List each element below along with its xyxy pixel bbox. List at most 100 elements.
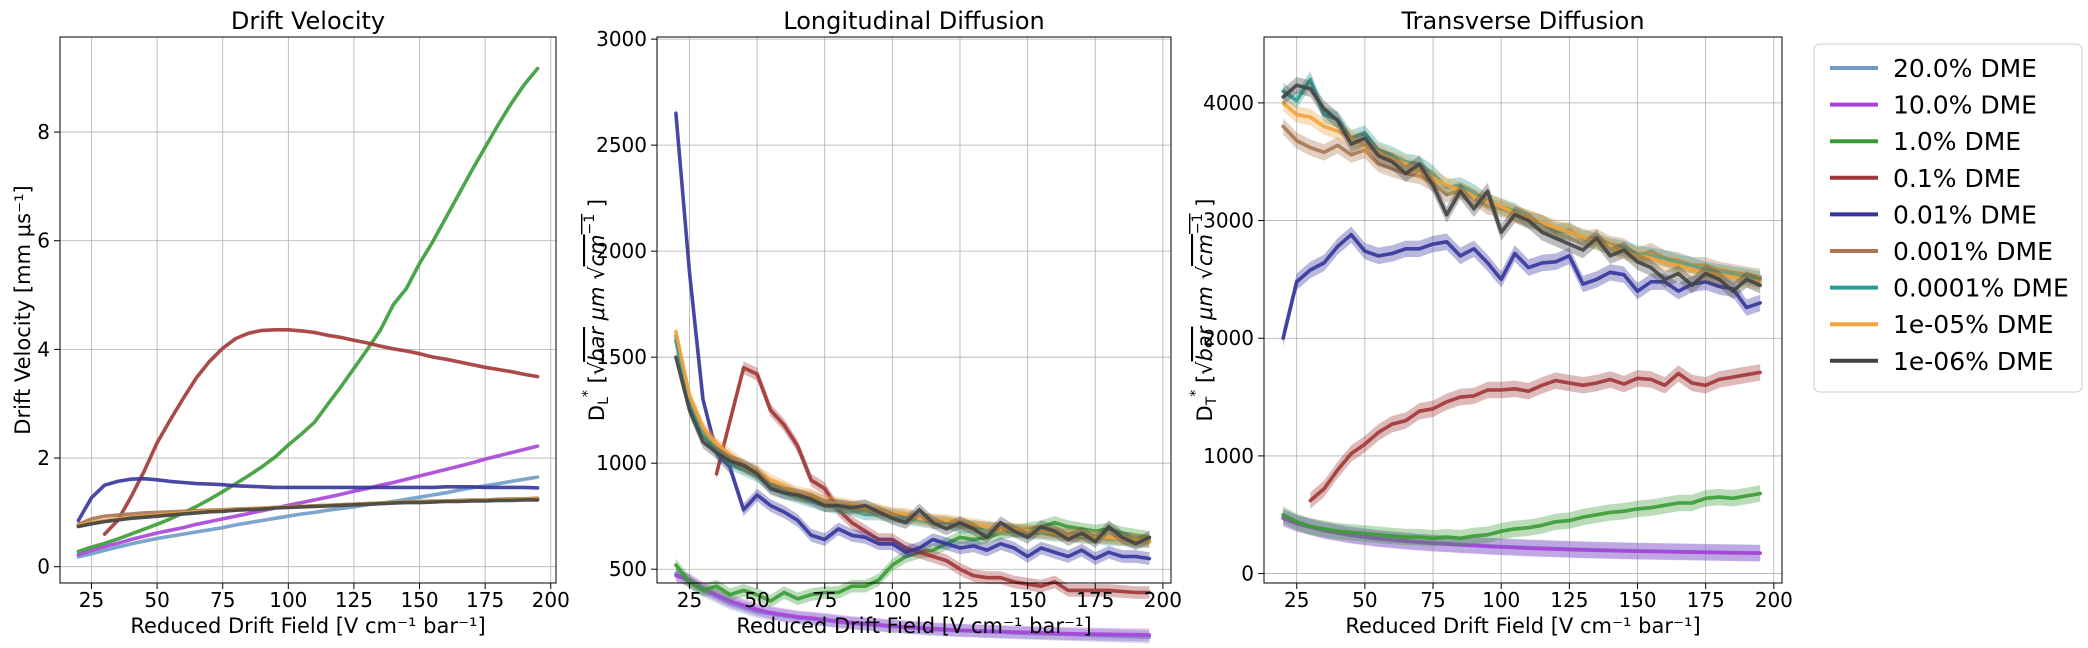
y-tick-label: 2000 — [1203, 326, 1254, 350]
series-band — [675, 350, 1150, 551]
series-line — [714, 365, 1152, 595]
x-tick-label: 200 — [1755, 588, 1793, 612]
series-line — [674, 573, 1152, 637]
series-line — [76, 444, 540, 557]
x-tick-label: 25 — [677, 588, 702, 612]
y-tick-label: 2 — [37, 446, 50, 470]
x-tick-label: 200 — [1144, 588, 1182, 612]
y-tick-label: 4 — [37, 337, 50, 361]
chart-title: Transverse Diffusion — [1400, 7, 1644, 35]
series-line — [1281, 77, 1762, 282]
series-band — [1283, 94, 1761, 290]
legend-item: 0.001% DME — [1830, 237, 2053, 266]
series-band — [1310, 364, 1761, 509]
legend-label: 0.0001% DME — [1893, 274, 2069, 303]
series-band — [1283, 508, 1761, 562]
y-axis-label: Drift Velocity [mm μs⁻¹] — [11, 185, 35, 434]
series-band — [1283, 226, 1761, 347]
x-tick-label: 100 — [269, 588, 307, 612]
x-tick-label: 175 — [1076, 588, 1114, 612]
x-axis-label: Reduced Drift Field [V cm⁻¹ bar⁻¹] — [130, 614, 485, 638]
legend-label: 1e-05% DME — [1893, 310, 2053, 339]
series-band — [1283, 485, 1761, 547]
x-tick-label: 25 — [79, 588, 104, 612]
x-tick-label: 100 — [873, 588, 911, 612]
legend-item: 0.01% DME — [1830, 200, 2037, 229]
y-tick-label: 0 — [1241, 562, 1254, 586]
legend-label: 0.01% DME — [1893, 200, 2037, 229]
y-tick-label: 0 — [37, 555, 50, 579]
chart-title: Drift Velocity — [231, 7, 385, 35]
x-tick-label: 25 — [1284, 588, 1309, 612]
x-tick-label: 150 — [1009, 588, 1047, 612]
x-tick-label: 125 — [335, 588, 373, 612]
legend-item: 0.1% DME — [1830, 164, 2021, 193]
series-line — [674, 520, 1152, 603]
y-tick-label: 4000 — [1203, 91, 1254, 115]
y-tick-label: 2000 — [596, 239, 647, 263]
series-line — [674, 355, 1152, 546]
legend-item: 10.0% DME — [1830, 91, 2037, 120]
x-tick-label: 150 — [400, 588, 438, 612]
y-axis-label: DL* [√bar μm √cm−1 ] — [580, 199, 612, 421]
x-tick-label: 150 — [1618, 588, 1656, 612]
legend-item: 20.0% DME — [1830, 54, 2037, 83]
series-band — [1283, 510, 1761, 562]
chart-panel-3: 25 50 75 100 125 150 175 20001000200030004000Tr… — [1188, 7, 1793, 638]
legend-label: 0.001% DME — [1893, 237, 2053, 266]
y-tick-label: 3000 — [596, 27, 647, 51]
legend-label: 1e-06% DME — [1893, 347, 2053, 376]
x-tick-label: 100 — [1482, 588, 1520, 612]
x-tick-label: 50 — [744, 588, 769, 612]
x-tick-label: 125 — [1550, 588, 1588, 612]
legend-label: 20.0% DME — [1893, 54, 2037, 83]
legend-label: 10.0% DME — [1893, 91, 2037, 120]
x-tick-label: 175 — [466, 588, 504, 612]
x-tick-label: 50 — [1352, 588, 1377, 612]
x-tick-label: 125 — [941, 588, 979, 612]
legend-item: 1.0% DME — [1830, 127, 2021, 156]
series-line — [76, 476, 540, 523]
x-tick-label: 200 — [532, 588, 570, 612]
y-tick-label: 500 — [609, 557, 647, 581]
chart-panel-1: 25 50 75 100 125 150 175 200 0 2 4 6 8 Drift Velocity… — [11, 7, 570, 638]
series-line — [76, 498, 540, 529]
series-line — [76, 66, 540, 554]
y-tick-label: 6 — [37, 229, 50, 253]
legend-item: 0.0001% DME — [1830, 274, 2069, 303]
legend-label: 1.0% DME — [1893, 127, 2021, 156]
x-axis-label: Reduced Drift Field [V cm⁻¹ bar⁻¹] — [736, 614, 1091, 638]
plot-frame — [656, 36, 1172, 584]
legend-frame — [1813, 43, 2083, 393]
x-tick-label: 75 — [210, 588, 235, 612]
series-line — [1281, 516, 1762, 556]
legend-item: 1e-06% DME — [1830, 347, 2053, 376]
x-tick-label: 175 — [1687, 588, 1725, 612]
y-tick-label: 8 — [37, 120, 50, 144]
series-line — [1308, 370, 1762, 503]
series-line — [1281, 83, 1762, 294]
series-band — [675, 107, 1150, 565]
y-tick-label: 1000 — [1203, 444, 1254, 468]
legend-label: 0.1% DME — [1893, 164, 2021, 193]
series-line — [1281, 232, 1762, 341]
series-line — [1281, 491, 1762, 541]
legend-item: 1e-05% DME — [1830, 310, 2053, 339]
chart-panel-2: 25 50 75 100 125 150 175 200 500 1000 1500 2000 2500… — [580, 7, 1182, 644]
plot-frame — [59, 36, 557, 584]
series-band — [675, 516, 1150, 608]
y-axis-label: DT* [√bar μm √cm−1 ] — [1188, 199, 1220, 422]
y-tick-label: 1000 — [596, 451, 647, 475]
y-tick-label: 3000 — [1203, 209, 1254, 233]
series-line — [102, 327, 540, 536]
x-tick-label: 75 — [1420, 588, 1445, 612]
series-band — [1283, 71, 1761, 288]
series-line — [674, 111, 1152, 561]
x-axis-label: Reduced Drift Field [V cm⁻¹ bar⁻¹] — [1345, 614, 1700, 638]
series-line — [76, 475, 540, 559]
x-tick-label: 75 — [812, 588, 837, 612]
x-tick-label: 50 — [144, 588, 169, 612]
y-tick-label: 2500 — [596, 133, 647, 157]
plot-frame — [1263, 36, 1783, 584]
